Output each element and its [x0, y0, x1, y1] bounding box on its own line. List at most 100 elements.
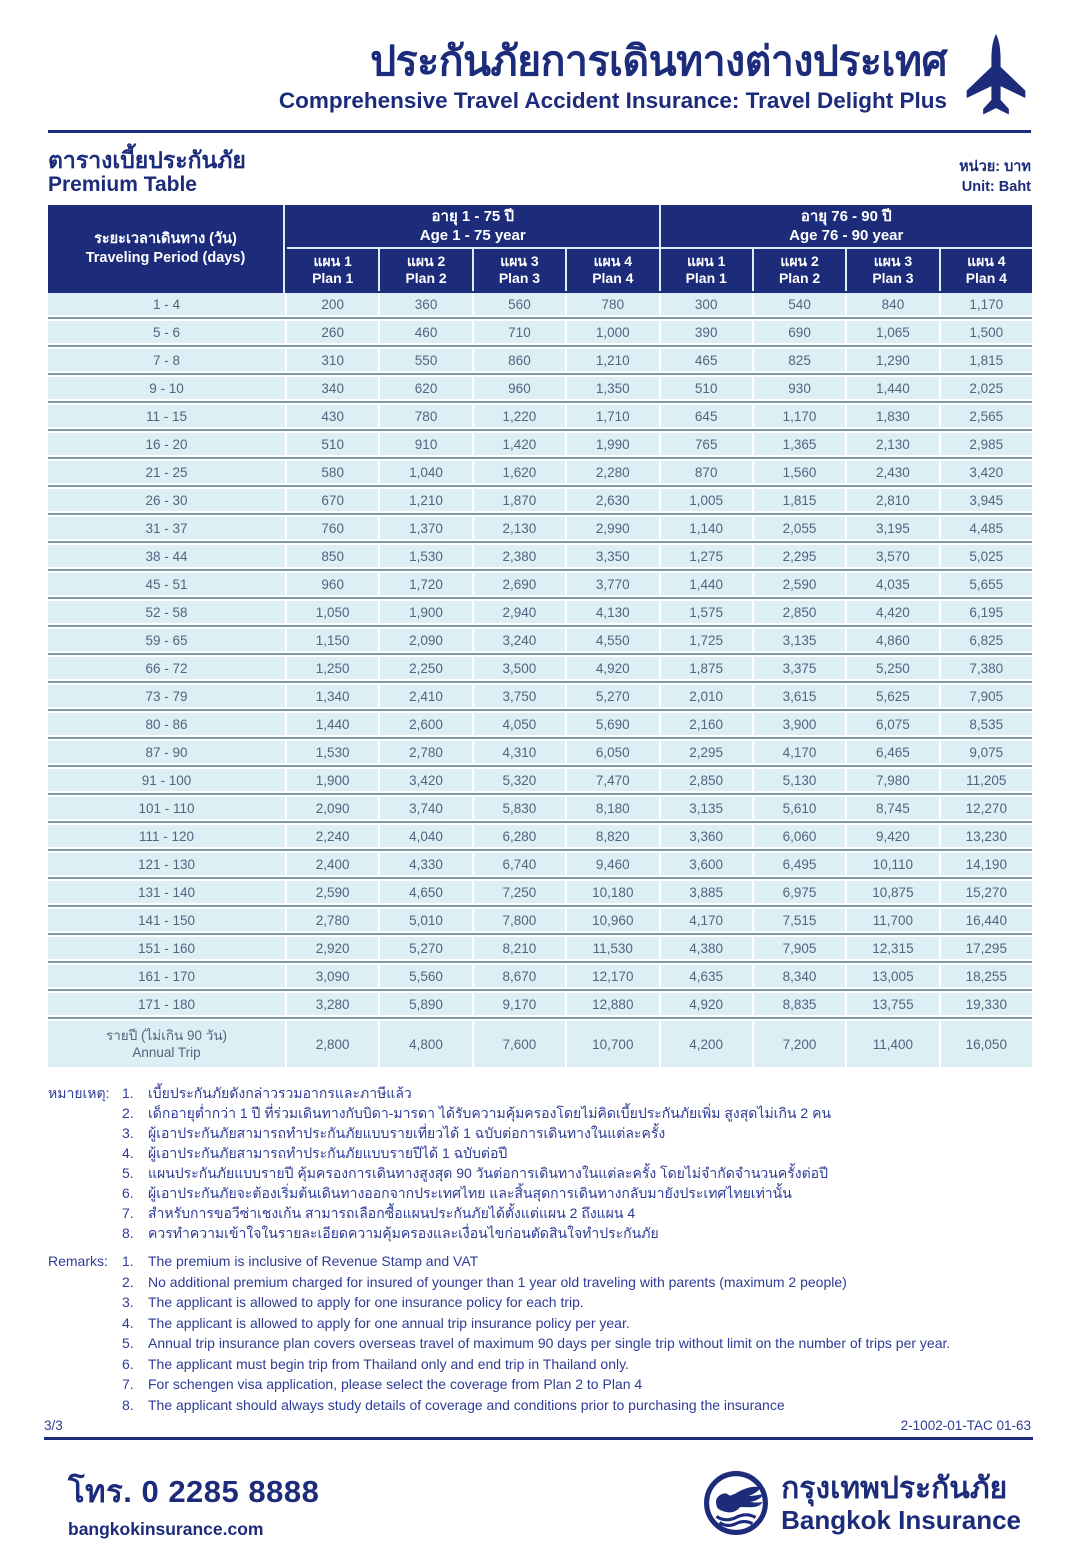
- remark-text: ผู้เอาประกันภัยสามารถทำประกันภัยแบบรายเท…: [148, 1125, 666, 1142]
- remarks-english-label: Remarks:: [48, 1253, 108, 1270]
- premium-cell: 13,005: [845, 965, 938, 988]
- premium-cell: 6,465: [845, 741, 938, 764]
- premium-cell: 15,270: [938, 881, 1032, 904]
- document-header: ประกันภัยการเดินทางต่างประเทศ Comprehens…: [0, 0, 1077, 122]
- remark-number: 5.: [122, 1335, 134, 1352]
- premium-cell: 5,025: [938, 545, 1032, 568]
- premium-cell: 8,820: [565, 825, 658, 848]
- premium-cell: 1,710: [565, 405, 658, 428]
- remark-text: For schengen visa application, please se…: [148, 1376, 643, 1393]
- premium-cell: 765: [658, 433, 752, 456]
- row-separator: [48, 399, 1032, 406]
- remark-text: ผู้เอาประกันภัยจะต้องเริ่มต้นเดินทางออกจ…: [148, 1185, 792, 1202]
- premium-cell: 19,330: [938, 993, 1032, 1016]
- period-cell: 80 - 86: [145, 716, 188, 732]
- plan-header-row: แผน 1 Plan 1 แผน 2 Plan 2 แผน 3 Plan 3: [287, 249, 1032, 292]
- premium-table-body: 1 - 4 200 360 560 780 300 540 840 1,170 …: [48, 293, 1032, 1022]
- period-header-english: Traveling Period (days): [85, 250, 246, 267]
- premium-cell: 3,280: [285, 993, 378, 1016]
- airplane-icon: [963, 30, 1029, 122]
- row-separator: [48, 679, 1032, 686]
- premium-cell: 4,035: [845, 573, 938, 596]
- premium-cell: 2,985: [938, 433, 1032, 456]
- row-separator: [48, 511, 1032, 518]
- premium-cell: 11,530: [565, 937, 658, 960]
- period-cell: 121 - 130: [137, 856, 196, 872]
- row-separator: [48, 819, 1032, 826]
- remark-text: สำหรับการขอวีซ่าเชงเก้น สามารถเลือกซื้อแ…: [148, 1205, 636, 1222]
- table-row: 1 - 4 200 360 560 780 300 540 840 1,170: [48, 293, 1032, 316]
- remarks-english: Remarks: 1. The premium is inclusive of …: [48, 1251, 1037, 1415]
- premium-cell: 550: [378, 349, 471, 372]
- premium-cell: 9,460: [565, 853, 658, 876]
- section-heading-thai: ตารางเบี้ยประกันภัย: [48, 147, 246, 173]
- premium-cell: 6,740: [471, 853, 565, 876]
- premium-cell: 10,700: [565, 1021, 658, 1068]
- period-header-thai: ระยะเวลาเดินทาง (วัน): [94, 230, 237, 247]
- plan-header-cell: แผน 3 Plan 3: [471, 249, 565, 292]
- remark-text: Annual trip insurance plan covers overse…: [148, 1335, 951, 1352]
- row-separator: [48, 427, 1032, 434]
- footer-meta-row: 3/3 2-1002-01-TAC 01-63: [44, 1418, 1031, 1433]
- plan-headers-area: อายุ 1 - 75 ปี Age 1 - 75 year อายุ 76 -…: [287, 205, 1032, 293]
- table-row: 45 - 51 960 1,720 2,690 3,770 1,440 2,59…: [48, 573, 1032, 596]
- premium-cell: 2,940: [471, 601, 565, 624]
- table-row: 5 - 6 260 460 710 1,000 390 690 1,065 1,…: [48, 321, 1032, 344]
- premium-cell: 2,600: [378, 713, 471, 736]
- bangkok-insurance-logo-icon: [703, 1470, 769, 1536]
- remarks-thai-label: หมายเหตุ:: [48, 1085, 110, 1102]
- premium-cell: 12,315: [845, 937, 938, 960]
- premium-cell: 200: [285, 293, 378, 316]
- premium-cell: 10,875: [845, 881, 938, 904]
- premium-cell: 9,420: [845, 825, 938, 848]
- premium-cell: 2,295: [658, 741, 752, 764]
- remarks-english-list: 1. The premium is inclusive of Revenue S…: [122, 1251, 1037, 1415]
- premium-cell: 540: [751, 293, 845, 316]
- document-titles: ประกันภัยการเดินทางต่างประเทศ Comprehens…: [279, 38, 948, 113]
- premium-cell: 4,550: [565, 629, 658, 652]
- premium-cell: 16,050: [938, 1021, 1032, 1068]
- remark-item: 3. The applicant is allowed to apply for…: [122, 1292, 1037, 1313]
- row-separator: [48, 1015, 1032, 1022]
- remark-item: 6. ผู้เอาประกันภัยจะต้องเริ่มต้นเดินทางอ…: [122, 1183, 1037, 1203]
- premium-cell: 2,430: [845, 461, 938, 484]
- premium-cell: 960: [285, 573, 378, 596]
- annual-period-cell: รายปี (ไม่เกิน 90 วัน) Annual Trip: [105, 1027, 228, 1061]
- premium-cell: 3,600: [658, 853, 752, 876]
- remark-item: 6. The applicant must begin trip from Th…: [122, 1354, 1037, 1375]
- table-row: 11 - 15 430 780 1,220 1,710 645 1,170 1,…: [48, 405, 1032, 428]
- premium-cell: 1,000: [565, 321, 658, 344]
- premium-cell: 10,180: [565, 881, 658, 904]
- remark-number: 5.: [122, 1165, 134, 1182]
- remark-number: 3.: [122, 1125, 134, 1142]
- remark-item: 1. เบี้ยประกันภัยดังกล่าวรวมอากรและภาษีแ…: [122, 1083, 1037, 1103]
- premium-cell: 7,905: [751, 937, 845, 960]
- premium-cell: 1,365: [751, 433, 845, 456]
- remark-number: 1.: [122, 1253, 134, 1270]
- age-group-76-90-header: อายุ 76 - 90 ปี Age 76 - 90 year: [658, 205, 1033, 248]
- remark-text: ผู้เอาประกันภัยสามารถทำประกันภัยแบบรายปี…: [148, 1145, 508, 1162]
- premium-cell: 300: [658, 293, 752, 316]
- premium-cell: 6,495: [751, 853, 845, 876]
- unit-label: หน่วย: บาท Unit: Baht: [959, 158, 1031, 197]
- premium-cell: 10,110: [845, 853, 938, 876]
- premium-cell: 3,360: [658, 825, 752, 848]
- premium-cell: 5,250: [845, 657, 938, 680]
- brand-name-thai: กรุงเทพประกันภัย: [781, 1472, 1008, 1506]
- premium-cell: 1,210: [565, 349, 658, 372]
- table-row: 16 - 20 510 910 1,420 1,990 765 1,365 2,…: [48, 433, 1032, 456]
- table-row: 171 - 180 3,280 5,890 9,170 12,880 4,920…: [48, 993, 1032, 1016]
- premium-cell: 1,170: [938, 293, 1032, 316]
- premium-cell: 1,725: [658, 629, 752, 652]
- plan-header-cell: แผน 3 Plan 3: [845, 249, 938, 292]
- premium-cell: 3,195: [845, 517, 938, 540]
- premium-cell: 1,530: [378, 545, 471, 568]
- premium-cell: 5,830: [471, 797, 565, 820]
- premium-cell: 1,250: [285, 657, 378, 680]
- premium-cell: 16,440: [938, 909, 1032, 932]
- premium-cell: 7,250: [471, 881, 565, 904]
- premium-cell: 1,720: [378, 573, 471, 596]
- premium-cell: 360: [378, 293, 471, 316]
- row-separator: [48, 567, 1032, 574]
- table-row: 59 - 65 1,150 2,090 3,240 4,550 1,725 3,…: [48, 629, 1032, 652]
